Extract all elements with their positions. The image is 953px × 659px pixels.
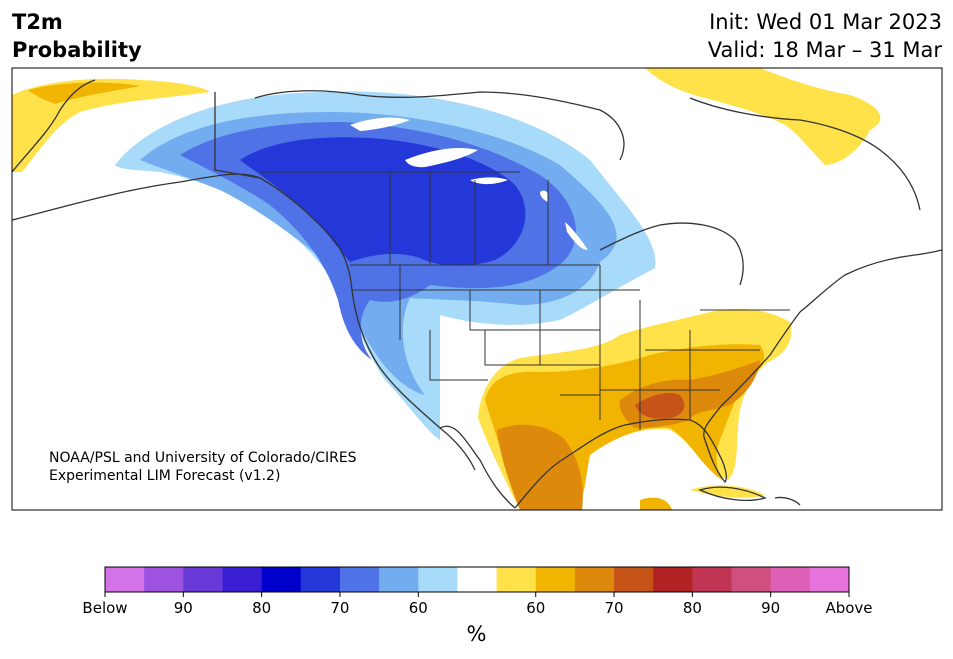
colorbar-swatch xyxy=(418,567,458,592)
chart-title: T2m Probability xyxy=(12,8,142,64)
lake-athabasca xyxy=(470,177,508,185)
colorbar-frame xyxy=(104,566,850,593)
colorbar-swatch xyxy=(692,567,733,592)
colorbar-swatch xyxy=(535,567,576,592)
colorbar-swatch xyxy=(183,567,223,592)
colorbar-tick-label: Above xyxy=(825,599,872,617)
init-date: Init: Wed 01 Mar 2023 xyxy=(709,10,942,34)
colorbar-swatch xyxy=(105,567,145,592)
colorbar: Below 90 80 70 60 60 70 80 90 Above xyxy=(82,566,873,617)
colorbar-swatch xyxy=(614,567,654,592)
credit-text: NOAA/PSL and University of Colorado/CIRE… xyxy=(49,449,357,485)
valid-range: Valid: 18 Mar – 31 Mar xyxy=(707,38,942,62)
colorbar-swatch xyxy=(574,567,615,592)
great-slave-lake xyxy=(405,148,478,168)
colorbar-swatch xyxy=(770,567,811,592)
colorbar-unit: % xyxy=(466,622,487,646)
great-bear-lake xyxy=(350,117,410,131)
orange-contour-90-southeast xyxy=(635,393,685,419)
colorbar-tick-label: 90 xyxy=(174,599,193,617)
lake-winnipeg xyxy=(565,222,588,250)
coastlines xyxy=(12,79,942,509)
colorbar-swatch xyxy=(261,567,302,592)
colorbar-tick-label: Below xyxy=(82,599,127,617)
map-frame xyxy=(11,67,943,511)
colorbar-swatch xyxy=(457,567,498,592)
colorbar-swatch xyxy=(144,567,184,592)
title-line-1: T2m xyxy=(12,10,63,34)
colorbar-swatch xyxy=(731,567,772,592)
title-line-2: Probability xyxy=(12,38,142,62)
colorbar-swatch xyxy=(809,567,850,592)
colorbar-tick-label: 90 xyxy=(761,599,780,617)
colorbar-swatch xyxy=(653,567,693,592)
colorbar-swatch xyxy=(300,567,341,592)
credit-line-1: NOAA/PSL and University of Colorado/CIRE… xyxy=(49,450,357,466)
yellow-contour-70-caribbean xyxy=(640,497,672,510)
state-province-borders xyxy=(260,171,790,430)
colorbar-swatch xyxy=(222,567,263,592)
yellow-contour-60-greenland xyxy=(645,68,881,165)
forecast-dates: Init: Wed 01 Mar 2023 Valid: 18 Mar – 31… xyxy=(708,8,942,64)
reindeer-lake xyxy=(540,190,549,202)
colorbar-tick-label: 60 xyxy=(409,599,428,617)
colorbar-tick-label: 70 xyxy=(605,599,624,617)
yellow-contour-60-alaska xyxy=(12,78,210,172)
colorbar-tick-label: 80 xyxy=(252,599,271,617)
colorbar-swatch xyxy=(339,567,380,592)
yellow-contour-70-alaska xyxy=(28,82,140,104)
colorbar-tick-label: 60 xyxy=(526,599,545,617)
colorbar-swatch xyxy=(379,567,419,592)
blue-contour-90 xyxy=(240,137,526,266)
credit-line-2: Experimental LIM Forecast (v1.2) xyxy=(49,468,281,484)
colorbar-swatch xyxy=(496,567,537,592)
colorbar-tick-label: 80 xyxy=(683,599,702,617)
orange-contour-80-texas xyxy=(497,424,583,510)
colorbar-tick-label: 70 xyxy=(330,599,349,617)
